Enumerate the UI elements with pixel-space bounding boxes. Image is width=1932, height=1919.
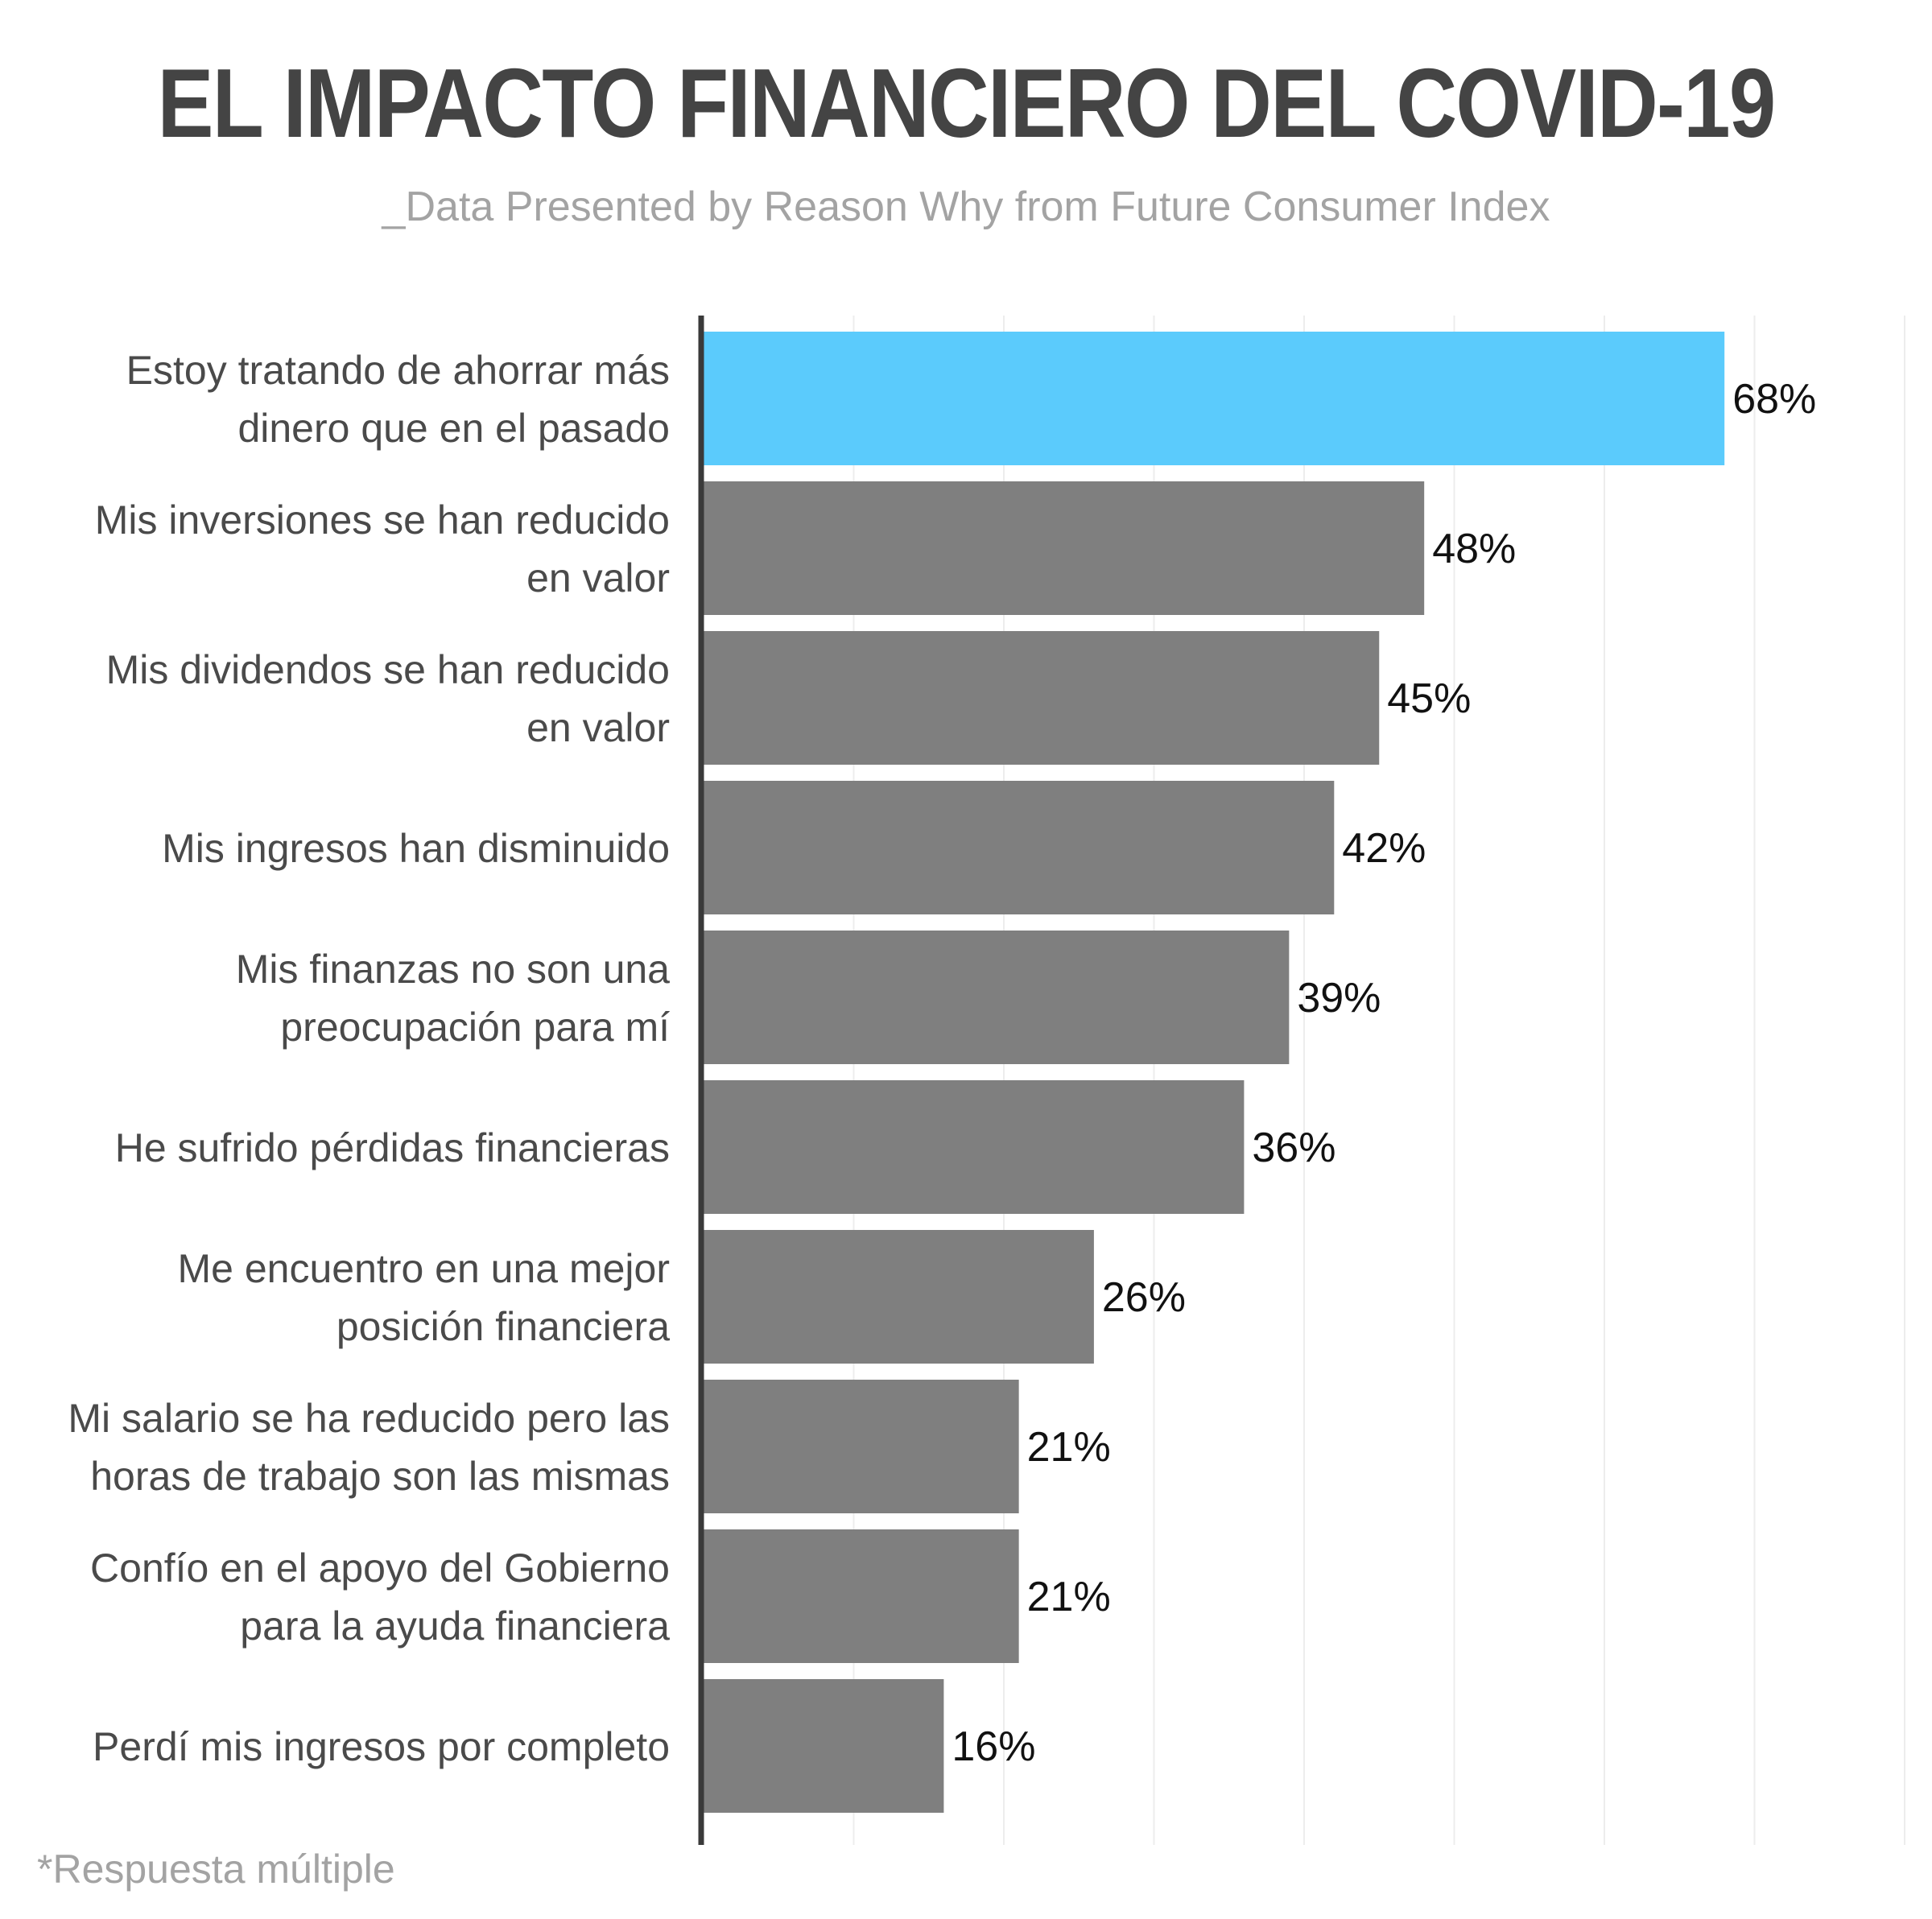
bar-value-label: 68% <box>1732 376 1816 423</box>
bar <box>704 1080 1245 1214</box>
category-label: Mis inversiones se han reducido <box>95 497 670 543</box>
bar-value-label: 16% <box>952 1723 1035 1770</box>
bar <box>704 1230 1094 1364</box>
category-labels: Estoy tratando de ahorrar más dinero que … <box>68 348 670 1769</box>
bar <box>704 931 1290 1064</box>
category-label: Perdí mis ingresos por completo <box>93 1724 670 1769</box>
bar-value-label: 36% <box>1252 1125 1335 1171</box>
category-label: Estoy tratando de ahorrar más <box>126 348 670 393</box>
category-label: Mis dividendos se han reducido <box>106 647 670 692</box>
category-label: en valor <box>526 555 670 600</box>
bar <box>704 481 1425 615</box>
category-label: Mis ingresos han disminuido <box>162 826 670 871</box>
bar-value-label: 39% <box>1297 975 1381 1021</box>
category-label: en valor <box>526 705 670 750</box>
bars <box>704 332 1725 1813</box>
category-label: He sufrido pérdidas financieras <box>115 1125 670 1170</box>
category-label: horas de trabajo son las mismas <box>90 1454 670 1499</box>
category-label: Mis finanzas no son una <box>236 947 670 992</box>
category-label: para la ayuda financiera <box>240 1603 670 1649</box>
chart-title: EL IMPACTO FINANCIERO DEL COVID-19 <box>157 48 1776 158</box>
bar <box>704 631 1380 765</box>
value-labels: 68% 48% 45% 42% 39% 36% 26% 21% 21% 16% <box>952 376 1816 1770</box>
bar-value-label: 21% <box>1027 1574 1111 1620</box>
bar-value-label: 21% <box>1027 1424 1111 1471</box>
category-label: preocupación para mí <box>280 1005 670 1050</box>
category-label: Mi salario se ha reducido pero las <box>68 1396 670 1441</box>
bar-value-label: 45% <box>1387 675 1471 722</box>
chart-footnote: *Respuesta múltiple <box>37 1847 395 1892</box>
chart-subtitle: _Data Presented by Reason Why from Futur… <box>382 184 1550 230</box>
category-label: dinero que en el pasado <box>237 406 670 451</box>
bar-value-label: 42% <box>1342 825 1426 872</box>
bar <box>704 1679 944 1813</box>
bar <box>704 1380 1019 1513</box>
bar <box>704 1529 1019 1663</box>
bar <box>704 781 1335 914</box>
bar-value-label: 26% <box>1102 1274 1186 1321</box>
category-label: Me encuentro en una mejor <box>178 1246 670 1291</box>
category-label: posición financiera <box>336 1304 670 1349</box>
bar-value-label: 48% <box>1432 526 1516 572</box>
bar <box>704 332 1725 465</box>
category-label: Confío en el apoyo del Gobierno <box>90 1546 670 1591</box>
